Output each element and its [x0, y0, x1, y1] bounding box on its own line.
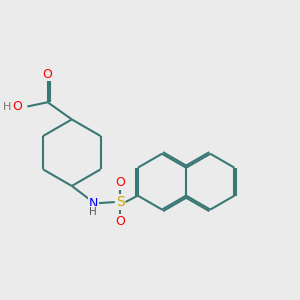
Text: O: O — [13, 100, 22, 113]
Text: O: O — [115, 176, 125, 189]
Text: O: O — [115, 215, 125, 228]
Text: S: S — [116, 195, 124, 209]
Text: O: O — [43, 68, 52, 81]
Text: H: H — [3, 101, 11, 112]
Text: H: H — [89, 207, 97, 217]
Text: N: N — [88, 196, 98, 210]
